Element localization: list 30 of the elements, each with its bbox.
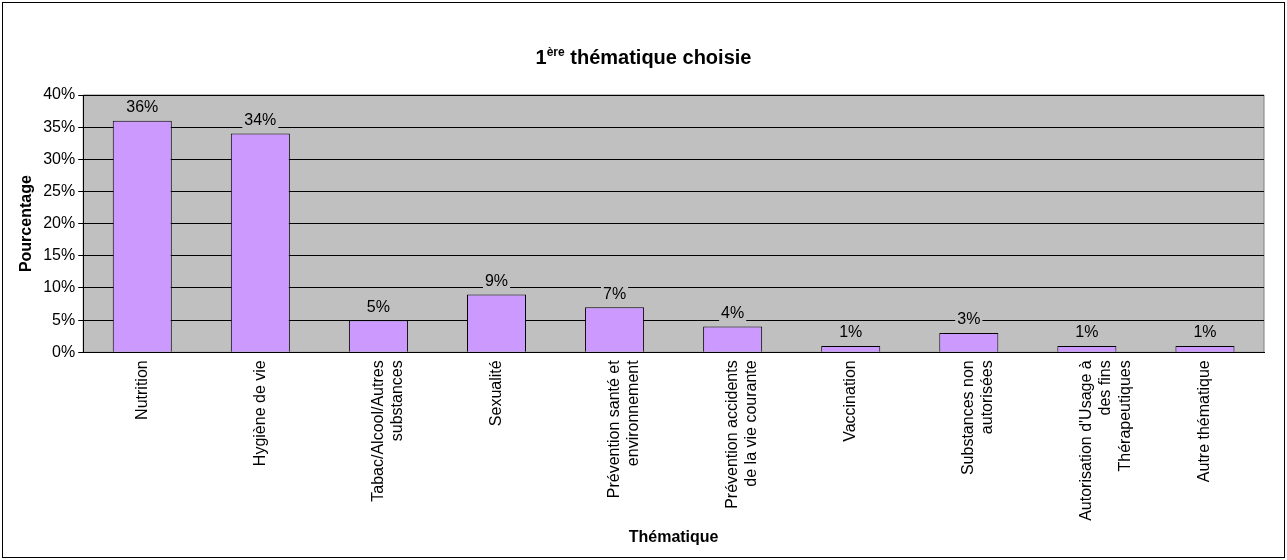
x-tick-label: Tabac/Alcool/Autres substances <box>368 360 406 502</box>
x-tick-label: Nutrition <box>132 360 150 420</box>
y-tick-label: 40% <box>43 85 76 103</box>
y-tick-label: 25% <box>43 181 76 199</box>
data-label: 1% <box>1075 323 1099 341</box>
data-label: 1% <box>839 323 863 341</box>
y-tick-label: 20% <box>43 214 76 232</box>
data-label: 9% <box>484 271 509 289</box>
data-label: 34% <box>244 111 277 128</box>
x-tick-label: Autre thématique <box>1195 360 1213 483</box>
data-label: 7% <box>603 284 627 302</box>
y-tick-label: 10% <box>43 278 76 296</box>
x-tick-label: Hygiène de vie <box>250 360 268 467</box>
chart-title: 1$^{ère}$ thématique choisie <box>534 45 753 69</box>
x-tick-label: Prévention santé et environnement <box>604 359 642 499</box>
y-tick-label: 30% <box>43 149 76 167</box>
x-tick-label: Sexualité <box>486 360 504 427</box>
data-label: 3% <box>957 310 981 328</box>
x-tick-label: Vaccination <box>841 360 859 442</box>
y-tick-label: 35% <box>43 117 76 135</box>
data-label: 4% <box>721 303 745 321</box>
y-tick-label: 15% <box>43 246 76 264</box>
x-tick-label: Substances non autorisées <box>959 360 996 476</box>
data-label: 36% <box>126 98 159 116</box>
data-label: 5% <box>366 297 390 315</box>
y-tick-label: 0% <box>52 342 76 360</box>
data-label: 1% <box>1193 323 1217 341</box>
y-tick-label: 5% <box>52 310 76 328</box>
x-axis-title: Thématique <box>628 527 719 545</box>
y-axis-title: Pourcentage <box>17 175 35 273</box>
